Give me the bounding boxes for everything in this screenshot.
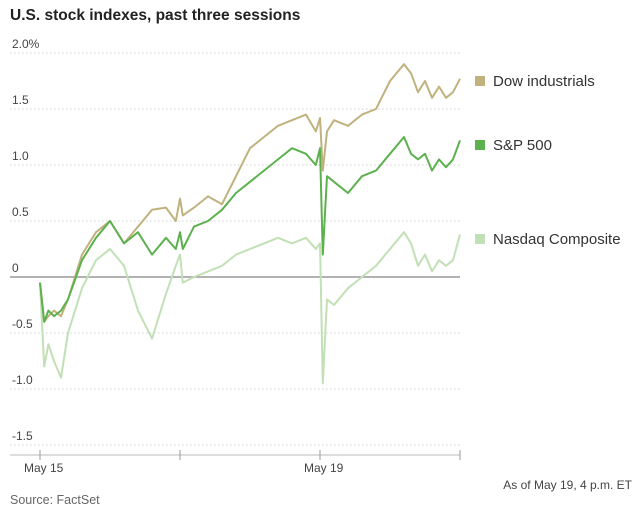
- legend-label: S&P 500: [493, 137, 552, 154]
- legend-swatch: [475, 76, 485, 86]
- series-line-0: [39, 63, 461, 323]
- legend-label: Nasdaq Composite: [493, 231, 621, 248]
- y-tick-label: 1.5: [12, 93, 29, 107]
- legend-swatch: [475, 140, 485, 150]
- legend-label: Dow industrials: [493, 73, 595, 90]
- x-axis: May 15 May 19: [10, 450, 461, 475]
- timestamp-note: As of May 19, 4 p.m. ET: [503, 478, 632, 492]
- legend: Dow industrials S&P 500 Nasdaq Composite: [475, 73, 621, 248]
- chart-title: U.S. stock indexes, past three sessions: [10, 7, 301, 24]
- y-tick-label: 0.5: [12, 205, 29, 219]
- x-tick-label: May 19: [304, 461, 344, 475]
- gridlines: [10, 52, 460, 446]
- series-lines: [39, 63, 461, 385]
- y-tick-label: 2.0%: [12, 37, 40, 51]
- y-tick-labels: 2.0% 1.5 1.0 0.5 0 -0.5 -1.0 -1.5: [12, 37, 40, 443]
- series-line-2: [39, 231, 461, 385]
- x-tick-label: May 15: [24, 461, 64, 475]
- y-tick-label: 0: [12, 261, 19, 275]
- legend-swatch: [475, 234, 485, 244]
- y-tick-label: -1.0: [12, 373, 33, 387]
- source-label: Source: FactSet: [10, 493, 100, 507]
- y-tick-label: -0.5: [12, 317, 33, 331]
- y-tick-label: 1.0: [12, 149, 29, 163]
- series-line-1: [39, 136, 461, 323]
- y-tick-label: -1.5: [12, 429, 33, 443]
